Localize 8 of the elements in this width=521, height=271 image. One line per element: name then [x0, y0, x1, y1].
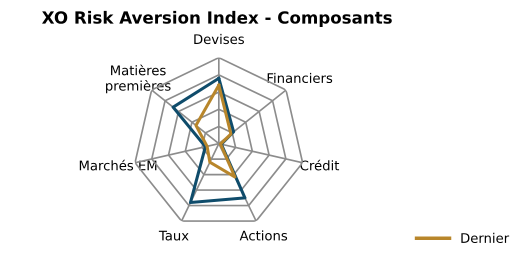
legend-label: Dernier — [461, 232, 510, 244]
spoke-label: Actions — [240, 230, 288, 241]
spoke-label: Crédit — [300, 160, 340, 170]
spoke-label: Matières premières — [106, 64, 171, 94]
spoke-label: Devises — [194, 34, 244, 44]
spoke-label: Taux — [158, 230, 189, 241]
spoke-label: Financiers — [268, 72, 332, 84]
chart-title: XO Risk Aversion Index - Composants — [42, 10, 392, 28]
